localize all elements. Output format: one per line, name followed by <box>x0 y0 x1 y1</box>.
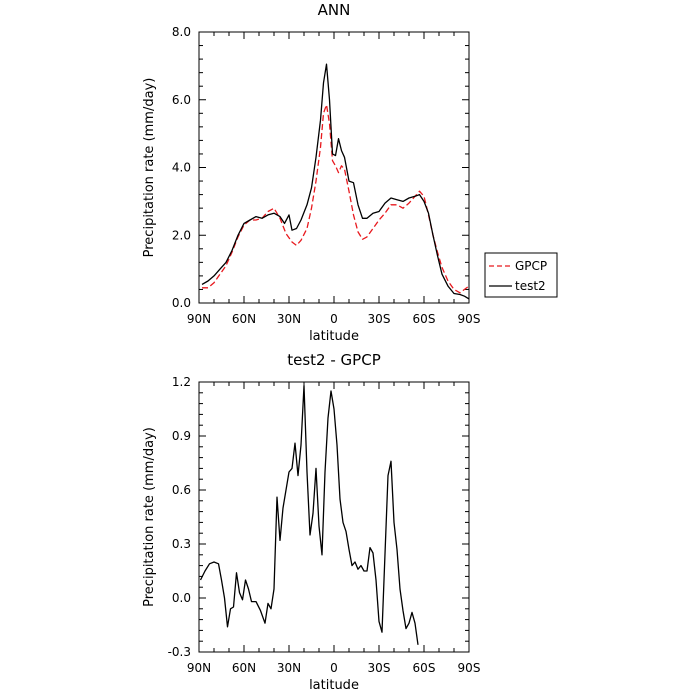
y-tick-label: 0.3 <box>172 537 191 551</box>
x-tick-label: 60N <box>232 661 256 675</box>
x-tick-label: 90N <box>187 312 211 326</box>
series-line-test2 <box>201 63 470 300</box>
x-tick-label: 90N <box>187 661 211 675</box>
chart-title: ANN <box>318 1 351 19</box>
y-tick-label: 2.0 <box>172 228 191 242</box>
x-axis-label: latitude <box>309 329 359 344</box>
plot-frame <box>198 381 470 653</box>
chart-title: test2 - GPCP <box>287 351 381 369</box>
series-line-gpcp <box>202 104 470 294</box>
chart-panel-1: ANN 90N 60N 30N 0 30S 60S 90S 0.0 2.0 4.0 6.0 8.0 lat… <box>142 1 558 344</box>
x-tick-label: 30S <box>368 312 391 326</box>
series-line-1 <box>199 384 419 645</box>
x-tick-label: 60S <box>413 661 436 675</box>
chart-panel-2: test2 - GPCP 90N 60N 30N 0 30S 60S 90S -0.3 0.0 0.… <box>142 351 480 693</box>
y-tick-label: 0.0 <box>172 296 191 310</box>
x-tick-label: 90S <box>458 312 481 326</box>
x-tick-label: 0 <box>330 312 338 326</box>
y-tick-label: 8.0 <box>172 25 191 39</box>
x-tick-label: 0 <box>330 661 338 675</box>
y-tick-label: -0.3 <box>168 645 191 659</box>
y-tick-label: 4.0 <box>172 161 191 175</box>
plot-frame <box>198 31 470 304</box>
x-tick-label: 90S <box>458 661 481 675</box>
y-axis-label: Precipitation rate (mm/day) <box>142 427 157 607</box>
legend-label-gpcp: GPCP <box>515 259 547 273</box>
x-tick-label: 60N <box>232 312 256 326</box>
y-tick-label: 0.0 <box>172 591 191 605</box>
legend: GPCP test2 <box>484 252 558 298</box>
y-tick-label: 0.9 <box>172 429 191 443</box>
x-tick-label: 30N <box>277 661 301 675</box>
x-axis-label: latitude <box>309 678 359 693</box>
y-tick-label: 0.6 <box>172 483 191 497</box>
legend-label-test2: test2 <box>515 279 546 293</box>
y-tick-label: 6.0 <box>172 93 191 107</box>
legend-box <box>484 252 558 298</box>
x-tick-label: 60S <box>413 312 436 326</box>
x-tick-label: 30S <box>368 661 391 675</box>
x-tick-label: 30N <box>277 312 301 326</box>
y-tick-label: 1.2 <box>172 375 191 389</box>
y-axis-label: Precipitation rate (mm/day) <box>142 78 157 258</box>
